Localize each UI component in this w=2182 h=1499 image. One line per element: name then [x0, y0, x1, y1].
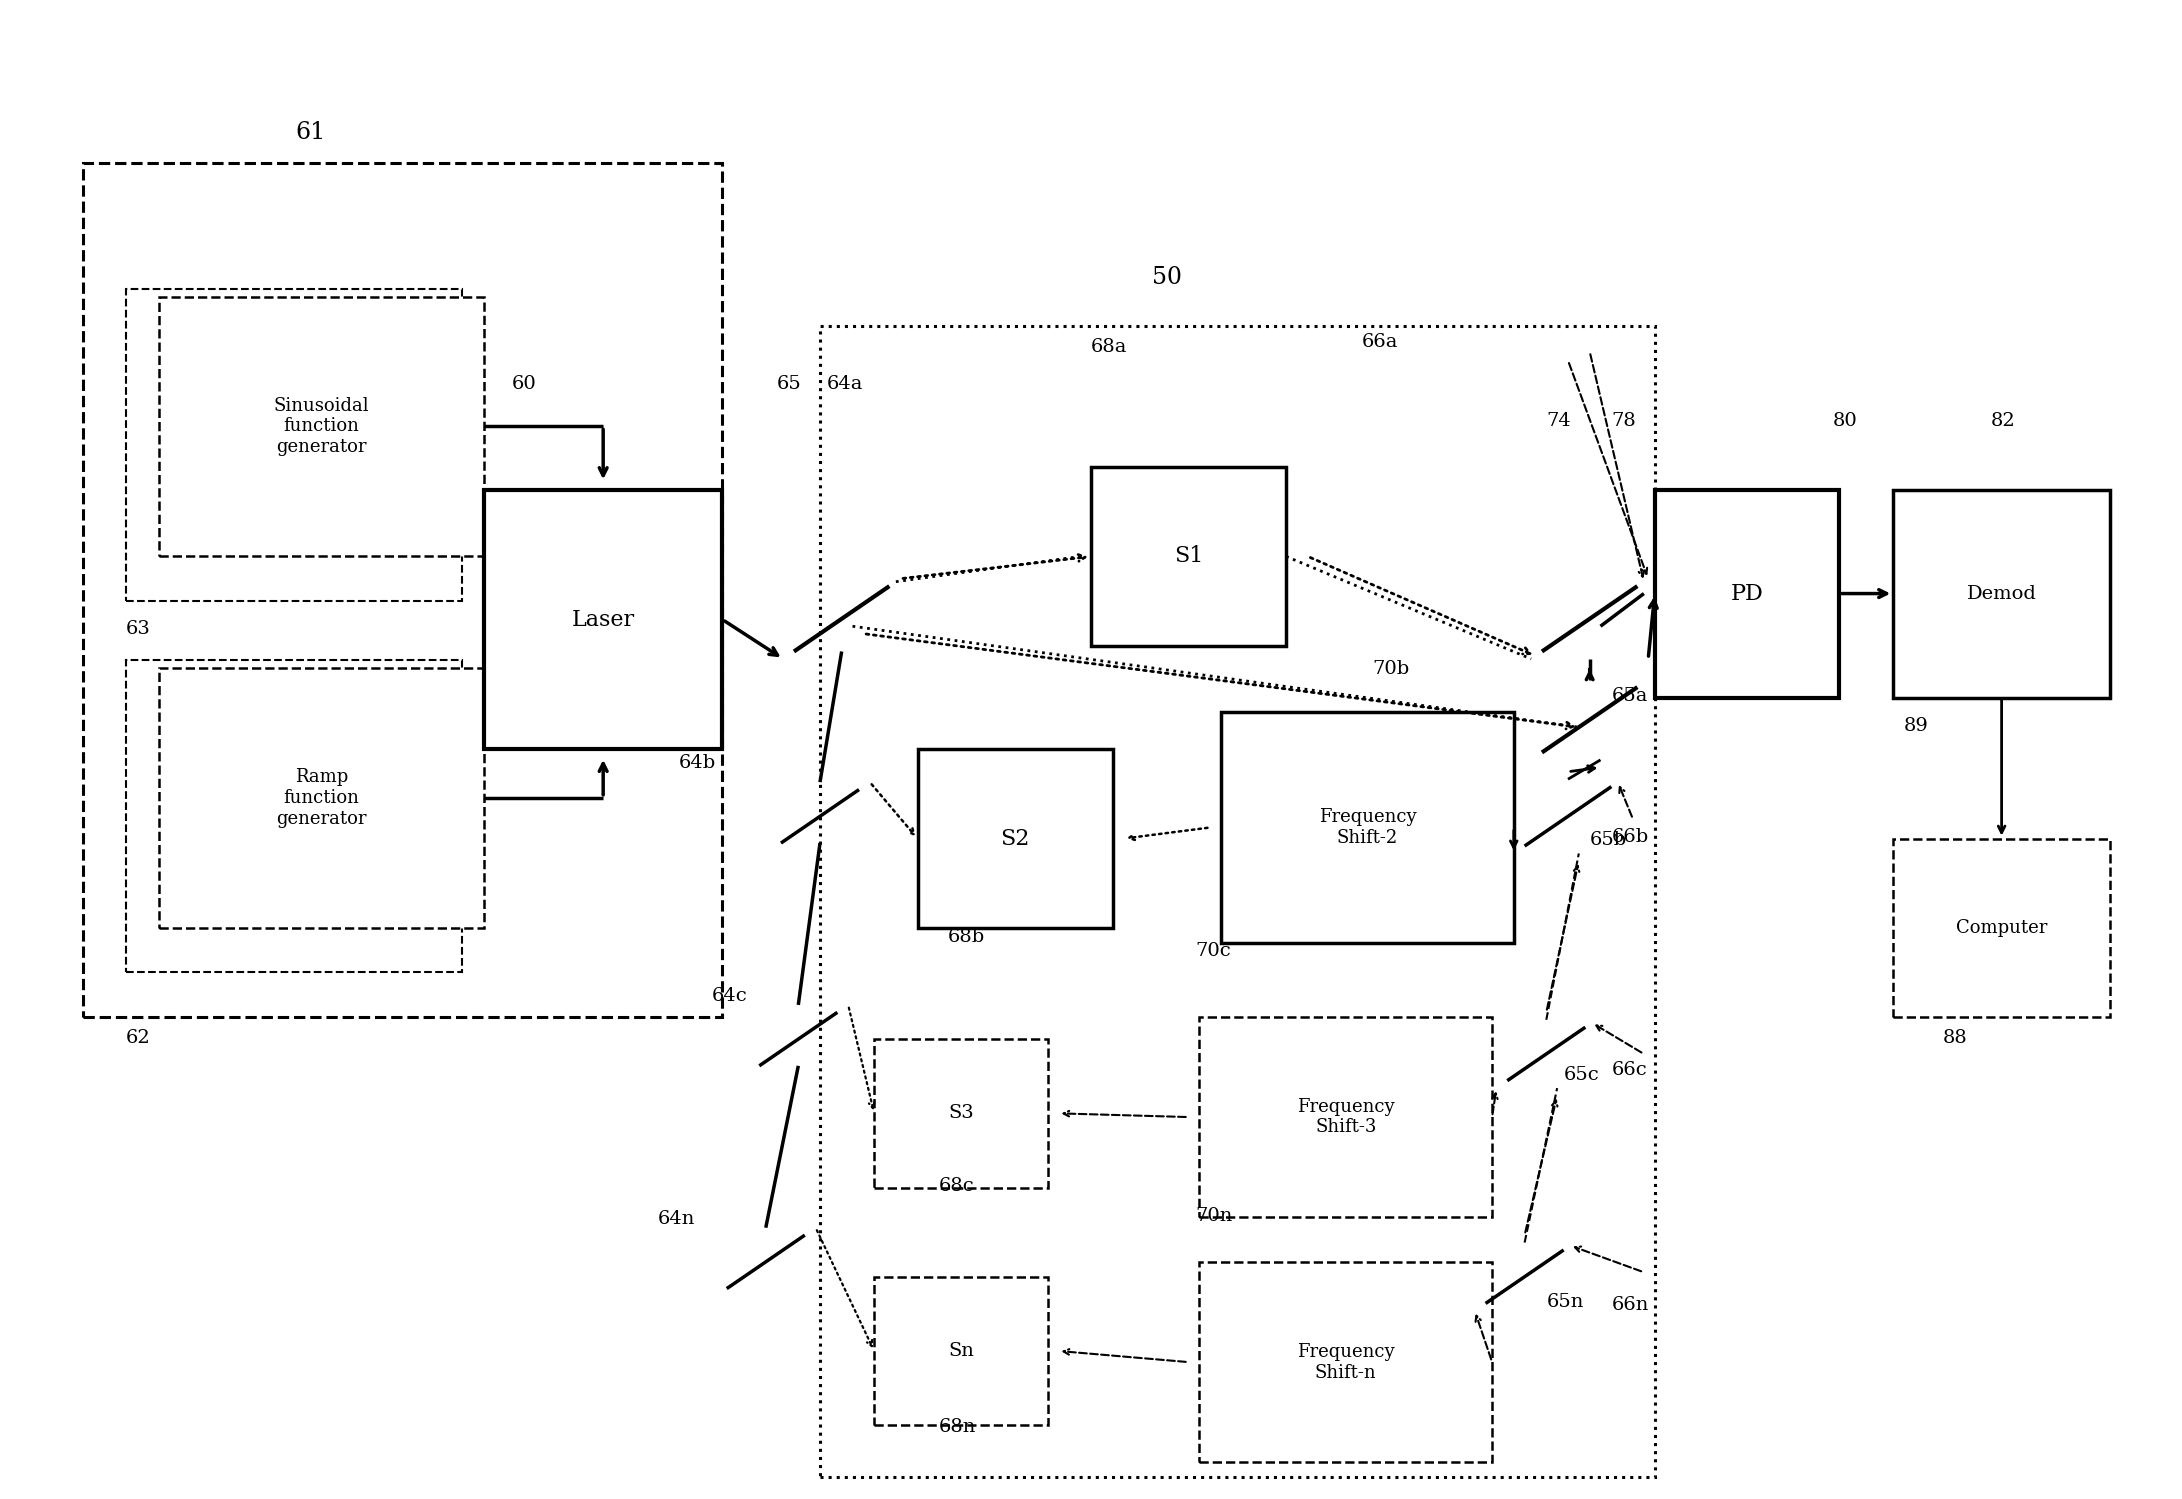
Bar [820, 327, 1654, 1477]
Text: Sn: Sn [947, 1342, 973, 1360]
Text: S2: S2 [999, 827, 1030, 850]
Text: S3: S3 [947, 1105, 973, 1123]
Text: 68c: 68c [938, 1177, 975, 1195]
Text: 66n: 66n [1610, 1295, 1650, 1313]
Bar [159, 297, 484, 556]
Text: 60: 60 [513, 375, 537, 393]
Bar [83, 163, 722, 1016]
Text: 78: 78 [1610, 412, 1636, 430]
Bar [127, 661, 463, 973]
Text: Sinusoidal
function
generator: Sinusoidal function generator [273, 397, 369, 456]
Text: 65a: 65a [1610, 687, 1647, 705]
Text: Frequency
Shift-2: Frequency Shift-2 [1318, 808, 1416, 847]
Text: PD: PD [1730, 583, 1763, 604]
Text: 66b: 66b [1610, 827, 1650, 845]
Text: Laser: Laser [572, 609, 635, 631]
Bar [875, 1039, 1047, 1187]
Bar [127, 289, 463, 601]
Text: Ramp
function
generator: Ramp function generator [277, 767, 367, 827]
Text: 70c: 70c [1196, 943, 1231, 961]
Text: 68a: 68a [1091, 337, 1128, 355]
Text: Frequency
Shift-n: Frequency Shift-n [1296, 1343, 1394, 1382]
Text: 66c: 66c [1610, 1061, 1647, 1079]
Bar [875, 1277, 1047, 1426]
Text: 61: 61 [295, 120, 325, 144]
Bar [1222, 712, 1514, 943]
Text: Demod: Demod [1966, 585, 2036, 603]
Bar [159, 669, 484, 928]
Bar [919, 750, 1113, 928]
Bar [484, 490, 722, 750]
Text: Computer: Computer [1955, 919, 2047, 937]
Text: 62: 62 [127, 1028, 151, 1046]
Text: 64n: 64n [657, 1210, 694, 1228]
Bar [1200, 1016, 1492, 1217]
Text: 82: 82 [1990, 412, 2016, 430]
Text: 64c: 64c [711, 986, 746, 1004]
Bar [1200, 1262, 1492, 1463]
Bar [1091, 468, 1285, 646]
Text: 88: 88 [1942, 1028, 1968, 1046]
Text: 65: 65 [777, 375, 801, 393]
Text: 80: 80 [1833, 412, 1857, 430]
Text: 70b: 70b [1372, 660, 1410, 678]
Text: 89: 89 [1905, 717, 1929, 735]
Text: 65b: 65b [1591, 830, 1628, 848]
Text: 63: 63 [127, 621, 151, 639]
Text: 68b: 68b [947, 928, 984, 946]
Text: 68n: 68n [938, 1418, 978, 1436]
Bar [1654, 490, 1839, 697]
Text: S1: S1 [1174, 546, 1202, 568]
Text: 65c: 65c [1564, 1066, 1599, 1084]
Text: 64b: 64b [679, 754, 716, 772]
Text: Frequency
Shift-3: Frequency Shift-3 [1296, 1097, 1394, 1136]
Text: 66a: 66a [1362, 333, 1399, 351]
Bar [1894, 838, 2110, 1016]
Text: 74: 74 [1547, 412, 1571, 430]
Text: 64a: 64a [827, 375, 862, 393]
Bar [1894, 490, 2110, 697]
Text: 65n: 65n [1547, 1292, 1584, 1310]
Text: 70n: 70n [1196, 1207, 1233, 1225]
Text: 50: 50 [1152, 267, 1183, 289]
